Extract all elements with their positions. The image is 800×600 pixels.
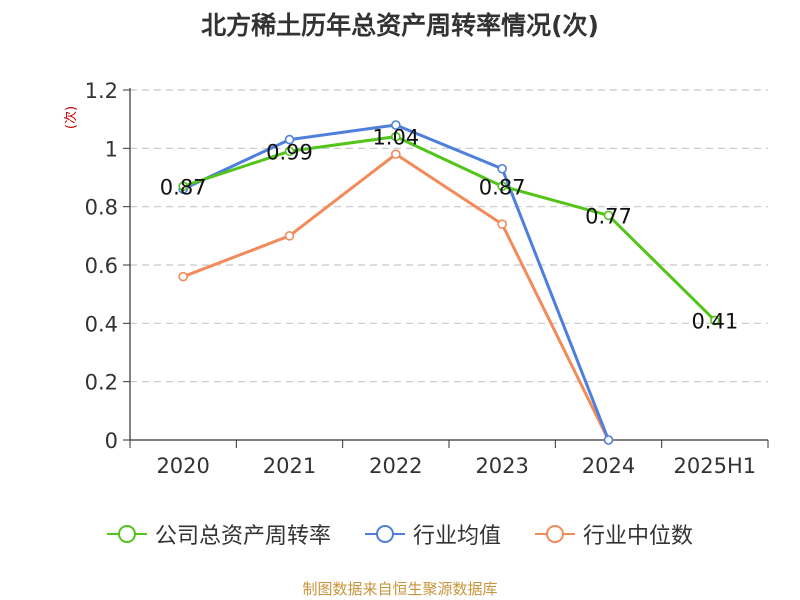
data-label: 1.04 — [372, 126, 419, 150]
series-line — [182, 123, 610, 441]
x-tick-label: 2020 — [156, 454, 209, 478]
data-point — [391, 131, 401, 142]
series-line — [182, 135, 716, 322]
legend-marker-company — [106, 525, 147, 543]
data-point — [497, 163, 507, 174]
y-tick-label: 0.2 — [85, 371, 118, 395]
data-point — [603, 210, 614, 221]
y-tick-label: 1 — [105, 137, 118, 161]
legend-item-industry-mean[interactable]: 行业均值 — [364, 518, 501, 550]
data-point — [391, 120, 401, 130]
legend-item-industry-median[interactable]: 行业中位数 — [535, 518, 693, 550]
x-tick-label: 2022 — [369, 454, 422, 478]
data-label: 0.87 — [160, 175, 207, 199]
y-tick-label: 0.8 — [85, 196, 118, 220]
x-tick-label: 2023 — [475, 454, 528, 478]
data-label: 0.41 — [691, 309, 738, 333]
x-tick-label: 2024 — [582, 454, 635, 478]
x-tick-label: 2021 — [263, 454, 316, 478]
legend-item-company[interactable]: 公司总资产周转率 — [106, 518, 331, 550]
data-point — [497, 219, 507, 229]
data-label: 0.99 — [266, 140, 313, 164]
data-source: 制图数据来自恒生聚源数据库 — [302, 580, 498, 598]
legend-marker-industry-mean — [364, 525, 405, 543]
y-tick-label: 1.2 — [85, 79, 118, 103]
legend-label-industry-mean: 行业均值 — [412, 524, 501, 549]
data-point — [603, 435, 614, 445]
legend-label-industry-median: 行业中位数 — [583, 524, 694, 549]
legend-marker-industry-median — [535, 525, 575, 543]
data-point — [178, 181, 188, 192]
x-tick-label: 2025H1 — [674, 454, 757, 478]
data-point — [284, 146, 295, 157]
data-label: 0.87 — [479, 175, 526, 199]
y-tick-label: 0.4 — [85, 312, 118, 336]
data-label: 0.77 — [585, 204, 632, 228]
data-point — [284, 231, 295, 241]
legend: 公司总资产周转率 行业均值 行业中位数 — [0, 518, 800, 550]
chart-title: 北方稀土历年总资产周转率情况(次) — [201, 11, 599, 40]
data-point — [710, 315, 720, 326]
y-tick-label: 0.6 — [85, 254, 118, 278]
data-point — [391, 149, 401, 159]
data-point — [284, 134, 295, 145]
legend-label-company: 公司总资产周转率 — [154, 524, 331, 549]
line-chart: 0 0.2 0.4 0.6 0.8 1 1.2 2020 2021 2022 2023 2024 202… — [85, 79, 769, 478]
data-point — [178, 271, 188, 282]
data-point — [497, 181, 507, 192]
y-tick-label: 0 — [105, 429, 118, 453]
